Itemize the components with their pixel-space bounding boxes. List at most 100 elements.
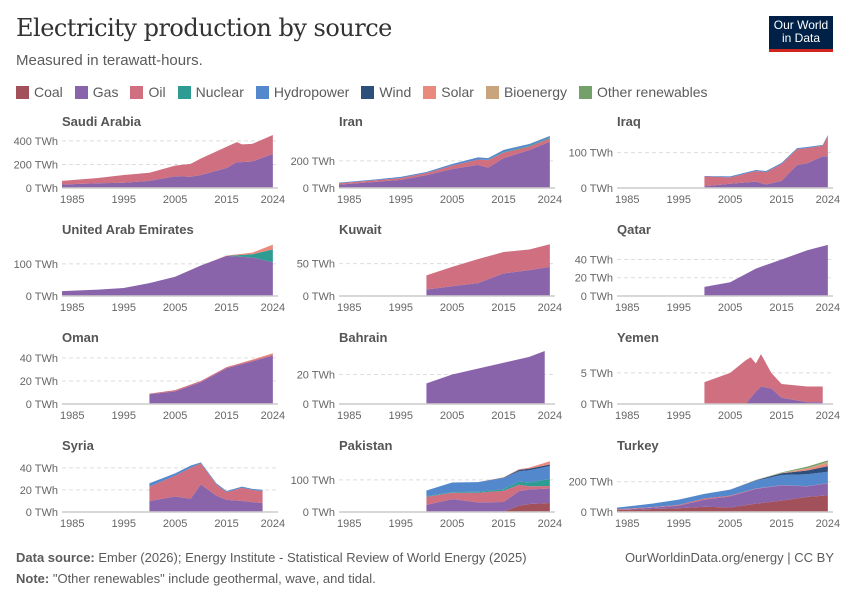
y-tick-label: 100 TWh [291, 475, 335, 487]
panel-title: Syria [62, 438, 95, 453]
y-tick-label: 200 TWh [291, 156, 335, 168]
y-tick-label: 200 TWh [14, 159, 58, 171]
panel-iraq: Iraq 0 TWh 100 TWh 1985 1995 2005 2015 2024 [569, 114, 841, 206]
y-tick-label: 0 TWh [581, 399, 613, 411]
area-hydropower[interactable] [149, 462, 263, 493]
legend-swatch [177, 85, 191, 99]
area-coal[interactable] [426, 503, 550, 512]
y-tick-label: 20 TWh [20, 485, 58, 497]
legend-item-wind[interactable]: Wind [361, 84, 411, 100]
legend-item-other-renewables[interactable]: Other renewables [578, 84, 708, 100]
x-tick-label: 1995 [388, 518, 412, 530]
source-label: Data source: [16, 550, 95, 565]
panel-qatar: Qatar 0 TWh 20 TWh 40 TWh 1985 1995 2005 2015 20… [575, 222, 840, 314]
legend-swatch [130, 85, 144, 99]
x-tick-label: 1995 [111, 194, 135, 206]
legend-label: Bioenergy [503, 84, 567, 100]
area-nuclear[interactable] [426, 478, 550, 497]
x-tick-label: 2015 [491, 410, 515, 422]
note-text: "Other renewables" include geothermal, w… [52, 571, 376, 586]
area-gas[interactable] [426, 351, 545, 404]
panel-title: Turkey [617, 438, 659, 453]
area-coal[interactable] [617, 495, 828, 512]
legend-item-coal[interactable]: Coal [16, 84, 63, 100]
legend-label: Solar [441, 84, 474, 100]
note-label: Note: [16, 571, 50, 586]
y-tick-label: 0 TWh [26, 291, 58, 303]
area-gas[interactable] [339, 141, 550, 188]
y-tick-label: 20 TWh [20, 376, 58, 388]
area-solar[interactable] [149, 353, 273, 394]
owid-logo[interactable]: Our World in Data [769, 16, 833, 52]
area-gas[interactable] [149, 484, 263, 512]
legend-label: Wind [379, 84, 412, 100]
x-tick-label: 1995 [388, 302, 412, 314]
legend-item-hydropower[interactable]: Hydropower [255, 84, 349, 100]
area-gas[interactable] [149, 355, 273, 404]
panel-oman: Oman 0 TWh 20 TWh 40 TWh 1985 1995 2005 2015 202… [20, 330, 285, 422]
area-oil[interactable] [149, 354, 273, 395]
x-tick-label: 1995 [666, 518, 690, 530]
x-tick-label: 2024 [816, 410, 840, 422]
x-tick-label: 1985 [615, 518, 639, 530]
x-tick-label: 1985 [60, 302, 84, 314]
legend-swatch [361, 85, 375, 99]
panel-title: Yemen [617, 330, 659, 345]
y-tick-label: 0 TWh [26, 399, 58, 411]
area-gas[interactable] [62, 153, 273, 188]
panel-title: Oman [62, 330, 99, 345]
area-gas[interactable] [704, 156, 828, 188]
x-tick-label: 2015 [214, 518, 238, 530]
panel-saudi-arabia: Saudi Arabia 0 TWh 200 TWh 400 TWh 1985 1995 2… [14, 114, 286, 206]
panel-kuwait: Kuwait 0 TWh 50 TWh 1985 1995 2005 2015 2024 [297, 222, 562, 314]
area-oil[interactable] [426, 244, 550, 290]
y-tick-label: 0 TWh [303, 183, 335, 195]
x-tick-label: 1995 [111, 302, 135, 314]
x-tick-label: 2005 [163, 410, 187, 422]
x-tick-label: 1985 [60, 518, 84, 530]
x-tick-label: 2005 [163, 302, 187, 314]
legend-item-nuclear[interactable]: Nuclear [177, 84, 244, 100]
area-oil[interactable] [62, 135, 273, 185]
x-tick-label: 2015 [214, 194, 238, 206]
area-gas[interactable] [704, 244, 828, 296]
x-tick-label: 2015 [769, 410, 793, 422]
x-tick-label: 1985 [60, 194, 84, 206]
x-tick-label: 2005 [718, 518, 742, 530]
legend-swatch [16, 85, 29, 99]
y-tick-label: 40 TWh [20, 353, 58, 365]
area-hydropower[interactable] [426, 466, 550, 497]
area-hydropower[interactable] [617, 471, 828, 510]
x-tick-label: 1985 [337, 302, 361, 314]
area-gas[interactable] [426, 266, 550, 296]
legend-swatch [74, 85, 88, 99]
area-gas[interactable] [426, 488, 550, 512]
x-tick-label: 1995 [666, 410, 690, 422]
area-oil[interactable] [704, 354, 823, 404]
area-oil[interactable] [617, 483, 828, 511]
legend-item-bioenergy[interactable]: Bioenergy [485, 84, 567, 100]
x-tick-label: 2015 [491, 518, 515, 530]
area-oil[interactable] [149, 463, 263, 504]
area-gas[interactable] [62, 255, 273, 296]
x-tick-label: 2005 [163, 518, 187, 530]
y-tick-label: 50 TWh [297, 259, 335, 271]
area-oil[interactable] [426, 484, 550, 505]
x-tick-label: 2015 [769, 518, 793, 530]
legend-item-oil[interactable]: Oil [130, 84, 166, 100]
panel-title: Iran [339, 114, 363, 129]
area-gas[interactable] [617, 483, 828, 511]
area-oil[interactable] [704, 135, 828, 187]
x-tick-label: 2024 [261, 518, 285, 530]
credit-link[interactable]: OurWorldinData.org/energy | CC BY [624, 550, 834, 565]
area-gas[interactable] [704, 386, 823, 404]
legend-item-solar[interactable]: Solar [423, 84, 474, 100]
small-multiples: Saudi Arabia 0 TWh 200 TWh 400 TWh 1985 1995 2… [14, 114, 841, 530]
area-wind[interactable] [426, 464, 550, 491]
y-tick-label: 0 TWh [581, 291, 613, 303]
x-tick-label: 1985 [337, 410, 361, 422]
legend-item-gas[interactable]: Gas [74, 84, 118, 100]
x-tick-label: 1985 [337, 194, 361, 206]
y-tick-label: 200 TWh [569, 477, 613, 489]
x-tick-label: 2005 [163, 194, 187, 206]
